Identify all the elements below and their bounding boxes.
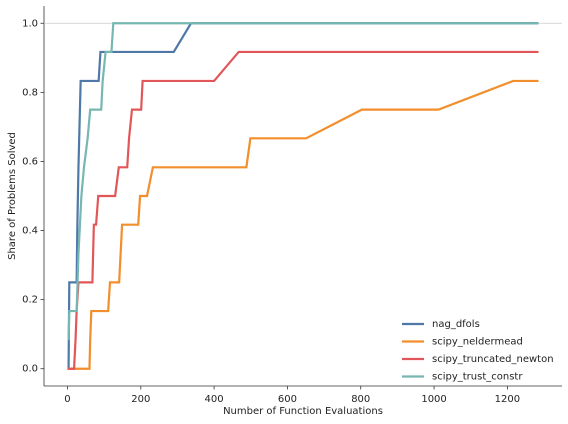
y-tick-label: 1.0	[22, 18, 38, 29]
legend-label: scipy_truncated_newton	[432, 354, 554, 365]
x-tick-label: 400	[205, 394, 224, 405]
y-tick-label: 0.0	[22, 364, 38, 375]
legend-label: nag_dfols	[432, 319, 480, 330]
y-tick-label: 0.6	[22, 156, 38, 167]
y-tick-label: 0.2	[22, 295, 38, 306]
x-tick-label: 200	[131, 394, 150, 405]
legend-label: scipy_trust_constr	[432, 372, 523, 383]
x-axis-label: Number of Function Evaluations	[223, 406, 383, 417]
y-tick-label: 0.8	[22, 87, 38, 98]
x-tick-label: 800	[351, 394, 370, 405]
x-tick-label: 1200	[495, 394, 520, 405]
series-line	[67, 22, 539, 341]
series-line	[67, 22, 539, 369]
series-line	[67, 79, 539, 370]
y-tick-label: 0.4	[22, 226, 38, 237]
x-tick-label: 600	[278, 394, 297, 405]
x-tick-label: 0	[64, 394, 70, 405]
legend-label: scipy_neldermead	[432, 337, 523, 348]
x-tick-label: 1000	[421, 394, 446, 405]
y-axis-label: Share of Problems Solved	[7, 132, 18, 260]
